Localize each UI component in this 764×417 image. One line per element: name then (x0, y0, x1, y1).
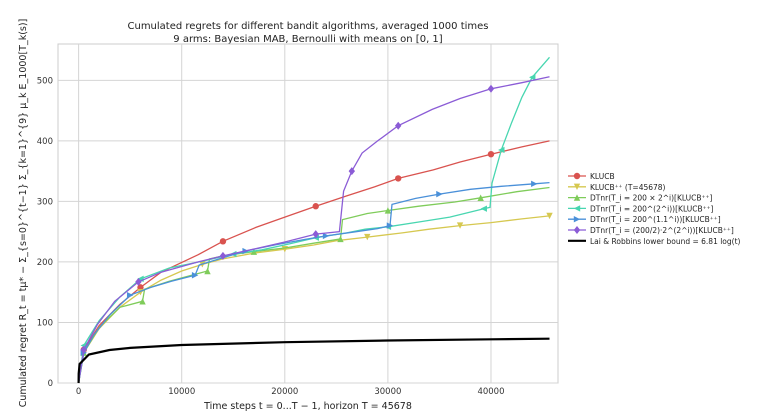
data-point (312, 203, 319, 210)
y-tick-label: 200 (37, 258, 53, 268)
legend-label: Lai & Robbins lower bound = 6.81 log(t) (590, 237, 741, 246)
legend-marker (573, 194, 581, 201)
data-point (204, 267, 211, 275)
data-point (191, 272, 199, 279)
data-point (477, 194, 484, 201)
data-point (337, 235, 344, 243)
series-5 (77, 76, 550, 384)
legend-marker (573, 226, 581, 234)
data-point (395, 175, 402, 182)
data-point (487, 84, 495, 93)
data-point (395, 121, 402, 130)
x-axis-label: Time steps t = 0...T − 1, horizon T = 45… (203, 401, 412, 412)
data-point (126, 292, 134, 299)
data-point (531, 180, 538, 188)
legend-marker (573, 216, 581, 223)
legend-label: DTnr(T_i = 200^(1.1^i))[KLUCB⁺⁺] (590, 215, 721, 224)
data-point (364, 233, 371, 241)
grid-lines (58, 44, 558, 384)
data-point (487, 150, 495, 158)
x-tick-label: 10000 (168, 387, 195, 397)
chart-title: Cumulated regrets for different bandit a… (128, 21, 489, 32)
legend-marker (573, 183, 581, 190)
data-point (546, 212, 553, 220)
data-point (322, 232, 330, 240)
data-point (80, 345, 87, 354)
series-line (77, 215, 550, 384)
data-point (139, 298, 146, 305)
legend-label: KLUCB⁺⁺ (T=45678) (590, 183, 666, 192)
x-tick-label: 40000 (477, 387, 504, 397)
series-line (77, 186, 550, 384)
y-tick-label: 300 (37, 197, 53, 207)
y-axis-label: Cumulated regret R_t = tμ* − Σ_{s=0}^{t−… (18, 19, 29, 408)
legend-label: DTnr(T_i = (200/2)·2^(2^i))[KLUCB⁺⁺] (590, 226, 734, 235)
y-tick-label: 400 (37, 137, 53, 147)
y-tick-label: 100 (37, 318, 53, 328)
series-6 (77, 337, 550, 384)
series-line (77, 76, 550, 384)
legend-marker (573, 172, 581, 180)
data-point (219, 251, 227, 260)
chart-subtitle: 9 arms: Bayesian MAB, Bernoulli with mea… (173, 34, 442, 45)
data-point (384, 207, 392, 214)
data-point (386, 222, 394, 229)
data-point (135, 277, 142, 286)
data-point (219, 238, 227, 245)
x-tick-label: 30000 (374, 387, 401, 397)
legend-label: DTnr(T_i = 200^(2^i))[KLUCB⁺⁺] (590, 204, 714, 213)
series-line (77, 337, 550, 384)
data-point (348, 167, 356, 176)
data-point (498, 146, 505, 154)
data-point (137, 284, 144, 291)
y-tick-label: 500 (37, 76, 53, 86)
legend-label: KLUCB (590, 172, 615, 181)
y-tick-label: 0 (48, 379, 53, 389)
plot-area (57, 43, 559, 384)
x-tick-label: 20000 (271, 387, 298, 397)
data-point (312, 230, 319, 239)
legend-label: DTnr(T_i = 200 × 2^i)[KLUCB⁺⁺] (590, 194, 712, 203)
legend-marker (573, 205, 581, 212)
data-point (456, 222, 464, 229)
legend: KLUCB KLUCB⁺⁺ (T=45678) DTnr(T_i = 200 × 2… (568, 172, 741, 246)
series-lines (77, 56, 553, 384)
data-point (436, 190, 443, 198)
tick-labels: 0 10000 20000 30000 40000 0 100 200 300 400 500 (37, 76, 505, 397)
series-line (77, 181, 550, 384)
data-point (480, 205, 487, 212)
data-point (529, 74, 536, 81)
x-tick-label: 0 (76, 387, 81, 397)
